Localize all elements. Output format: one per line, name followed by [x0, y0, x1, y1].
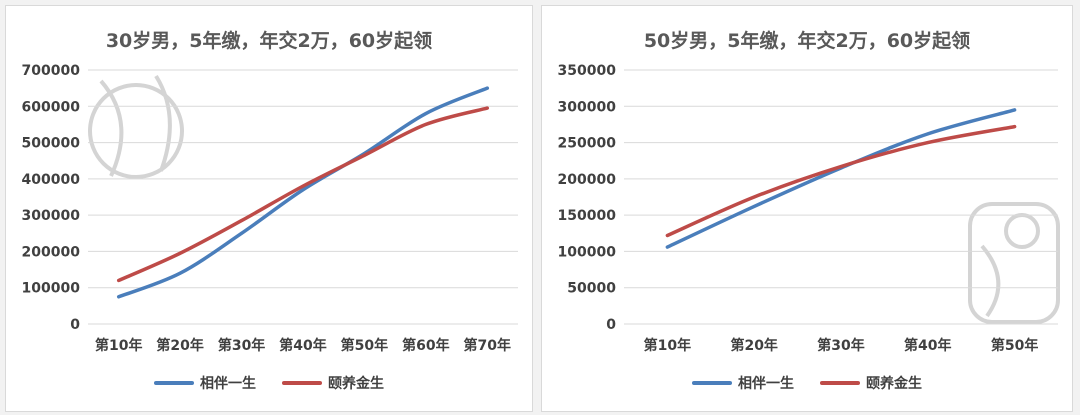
- data-point: [178, 271, 182, 275]
- data-point: [117, 295, 121, 299]
- data-point: [240, 231, 244, 235]
- y-tick-label: 200000: [558, 172, 617, 188]
- data-point: [926, 141, 930, 145]
- chart-title-right: 50岁男，5年缴，年交2万，60岁起领: [643, 30, 971, 52]
- data-point: [752, 204, 756, 208]
- y-tick-label: 300000: [558, 99, 617, 115]
- chart-panel-right: 0 50000 100000 150000 200000 250000 300000 3500…: [541, 5, 1073, 412]
- chart-title-left: 30岁男，5年缴，年交2万，60岁起领: [105, 30, 433, 52]
- y-tick-label: 50000: [567, 281, 616, 297]
- legend-label: 相伴一生: [200, 376, 256, 392]
- x-tick-label: 第10年: [644, 337, 691, 354]
- legend-swatch-red: [820, 381, 860, 385]
- data-point: [1013, 108, 1017, 112]
- x-tick-label: 第30年: [817, 337, 864, 354]
- y-tick-label: 700000: [22, 63, 81, 79]
- legend-label: 相伴一生: [738, 376, 794, 392]
- legend-right: 相伴一生 颐养金生: [542, 373, 1072, 393]
- x-tick-label: 第30年: [218, 337, 265, 354]
- x-tick-label: 第50年: [991, 337, 1038, 354]
- y-tick-label: 300000: [22, 208, 81, 224]
- legend-left: 相伴一生 颐养金生: [6, 373, 532, 393]
- y-tick-label: 0: [70, 317, 80, 333]
- y-tick-label: 200000: [22, 244, 81, 260]
- chart-panel-left: 0 100000 200000 300000 400000 500000 600000 700…: [5, 5, 533, 412]
- series-line-blue: [116, 86, 490, 299]
- legend-item: 相伴一生: [692, 373, 794, 393]
- y-tick-label: 150000: [558, 208, 617, 224]
- legend-label: 颐养金生: [328, 376, 384, 392]
- chart-plot-right: 0 50000 100000 150000 200000 250000 300000 3500…: [558, 63, 1060, 354]
- data-point: [665, 245, 669, 249]
- series-line-red: [116, 106, 490, 283]
- legend-swatch-blue: [692, 381, 732, 385]
- data-point: [178, 251, 182, 255]
- chart-plot-left: 0 100000 200000 300000 400000 500000 600000 700…: [22, 63, 518, 354]
- data-point: [752, 195, 756, 199]
- legend-item: 颐养金生: [820, 373, 922, 393]
- watermark-left: [88, 74, 184, 179]
- y-tick-label: 250000: [558, 136, 617, 152]
- data-point: [301, 184, 305, 188]
- data-point: [424, 112, 428, 116]
- data-point: [485, 86, 489, 90]
- x-tick-label: 第40年: [279, 337, 326, 354]
- data-point: [1013, 125, 1017, 129]
- legend-swatch-blue: [154, 381, 194, 385]
- data-point: [301, 188, 305, 192]
- data-point: [117, 278, 121, 282]
- legend-label: 颐养金生: [866, 376, 922, 392]
- y-tick-label: 0: [606, 317, 616, 333]
- x-tick-label: 第60年: [402, 337, 449, 354]
- y-tick-label: 100000: [22, 281, 81, 297]
- data-point: [485, 106, 489, 110]
- y-tick-label: 100000: [558, 244, 617, 260]
- data-point: [665, 233, 669, 237]
- data-point: [362, 153, 366, 157]
- y-tick-label: 500000: [22, 136, 81, 152]
- x-tick-label: 第20年: [730, 337, 777, 354]
- legend-item: 颐养金生: [282, 373, 384, 393]
- y-tick-label: 400000: [22, 172, 81, 188]
- x-tick-label: 第50年: [341, 337, 388, 354]
- legend-swatch-red: [282, 381, 322, 385]
- data-point: [839, 165, 843, 169]
- legend-item: 相伴一生: [154, 373, 256, 393]
- x-tick-label: 第70年: [464, 337, 511, 354]
- data-point: [926, 132, 930, 136]
- data-point: [424, 122, 428, 126]
- y-tick-label: 350000: [558, 63, 617, 79]
- y-tick-label: 600000: [22, 99, 81, 115]
- watermark-right: [968, 202, 1060, 324]
- x-tick-label: 第10年: [95, 337, 142, 354]
- data-point: [240, 219, 244, 223]
- x-tick-label: 第20年: [156, 337, 203, 354]
- x-tick-label: 第40年: [904, 337, 951, 354]
